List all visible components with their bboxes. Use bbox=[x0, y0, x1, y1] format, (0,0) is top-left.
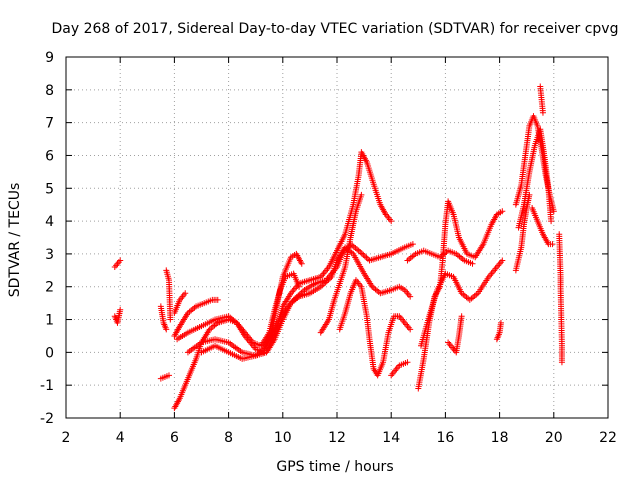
data-point bbox=[298, 260, 305, 267]
x-tick-label: 22 bbox=[599, 430, 617, 446]
data-point bbox=[163, 326, 170, 333]
y-tick-label: 0 bbox=[45, 345, 54, 361]
data-point bbox=[407, 326, 414, 333]
data-point bbox=[407, 293, 414, 300]
data-point bbox=[358, 250, 365, 257]
data-point bbox=[388, 218, 395, 225]
data-point bbox=[182, 290, 189, 297]
data-point bbox=[358, 191, 365, 198]
grid-layer bbox=[66, 57, 608, 418]
x-tick-label: 16 bbox=[436, 430, 454, 446]
data-point bbox=[117, 306, 124, 313]
data-point bbox=[167, 316, 174, 323]
y-tick-label: -1 bbox=[40, 378, 54, 394]
x-tick-label: 12 bbox=[328, 430, 346, 446]
y-tick-label: 9 bbox=[45, 50, 54, 66]
y-tick-label: 2 bbox=[45, 280, 54, 296]
data-point bbox=[117, 257, 124, 264]
data-point bbox=[550, 208, 557, 215]
x-axis-label: GPS time / hours bbox=[276, 459, 393, 475]
y-tick-label: 4 bbox=[45, 214, 54, 230]
y-tick-label: 8 bbox=[45, 83, 54, 99]
y-tick-label: 7 bbox=[45, 116, 54, 132]
x-tick-label: 14 bbox=[382, 430, 400, 446]
y-tick-label: -2 bbox=[40, 411, 54, 427]
data-point bbox=[558, 359, 565, 366]
x-tick-label: 8 bbox=[224, 430, 233, 446]
data-point bbox=[548, 218, 555, 225]
chart-title: Day 268 of 2017, Sidereal Day-to-day VTE… bbox=[52, 21, 619, 37]
y-tick-label: 5 bbox=[45, 181, 54, 197]
x-tick-label: 20 bbox=[545, 430, 563, 446]
data-point bbox=[214, 296, 221, 303]
y-tick-label: 6 bbox=[45, 148, 54, 164]
data-point bbox=[469, 260, 476, 267]
data-point bbox=[549, 241, 556, 248]
data-point bbox=[539, 109, 546, 116]
x-tick-label: 18 bbox=[491, 430, 509, 446]
y-tick-label: 3 bbox=[45, 247, 54, 263]
data-point bbox=[360, 251, 367, 258]
y-tick-label: 1 bbox=[45, 313, 54, 329]
data-point bbox=[497, 319, 504, 326]
x-tick-label: 4 bbox=[116, 430, 125, 446]
data-point bbox=[404, 359, 411, 366]
data-point bbox=[364, 256, 371, 263]
x-tick-label: 10 bbox=[274, 430, 292, 446]
plot-frame bbox=[65, 56, 609, 419]
data-point bbox=[165, 372, 172, 379]
data-point bbox=[409, 241, 416, 248]
x-tick-label: 2 bbox=[62, 430, 71, 446]
y-axis-label: SDTVAR / TECUs bbox=[7, 183, 23, 298]
data-point bbox=[458, 313, 465, 320]
data-point bbox=[499, 257, 506, 264]
x-tick-label: 6 bbox=[170, 430, 179, 446]
data-points bbox=[111, 83, 565, 412]
data-point bbox=[499, 208, 506, 215]
